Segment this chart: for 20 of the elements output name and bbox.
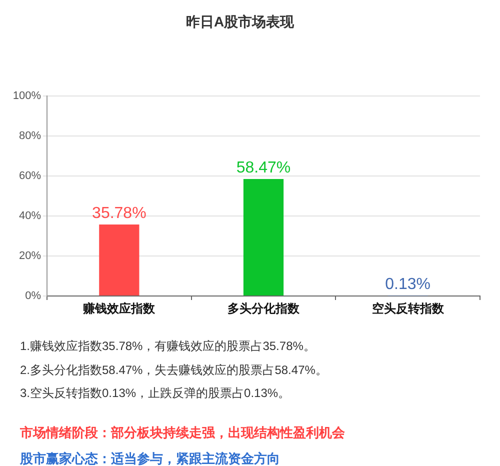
y-tick-label: 20% xyxy=(18,250,42,262)
text: 市场情绪阶段：部分板块持续走强，出现结构性盈利机会 xyxy=(20,424,345,440)
chart-title: 昨日A股市场表现 xyxy=(186,13,296,30)
bar xyxy=(99,224,140,296)
x-tick-label: 赚钱效应指数 xyxy=(82,302,156,316)
x-tick-label: 空头反转指数 xyxy=(372,302,445,316)
text: 1.赚钱效应指数35.78%，有赚钱效应的股票占35.78%。 xyxy=(20,339,316,353)
data-label: 35.78% xyxy=(92,204,146,222)
text: 股市赢家心态：适当参与，紧跟主流资金方向 xyxy=(20,450,280,466)
x-tick-label: 多头分化指数 xyxy=(228,302,300,316)
y-tick-label: 0% xyxy=(25,290,42,302)
bar xyxy=(243,179,284,296)
data-label: 58.47% xyxy=(236,159,291,176)
y-tick-label: 60% xyxy=(18,170,42,182)
y-tick-label: 100% xyxy=(12,90,42,102)
y-tick-label: 40% xyxy=(18,210,42,222)
text: 3.空头反转指数0.13%，止跌反弹的股票占0.13%。 xyxy=(20,386,290,400)
data-label: 0.13% xyxy=(385,276,431,294)
y-tick-label: 80% xyxy=(18,130,42,142)
text: 2.多头分化指数58.47%，失去赚钱效应的股票占58.47%。 xyxy=(20,362,328,376)
